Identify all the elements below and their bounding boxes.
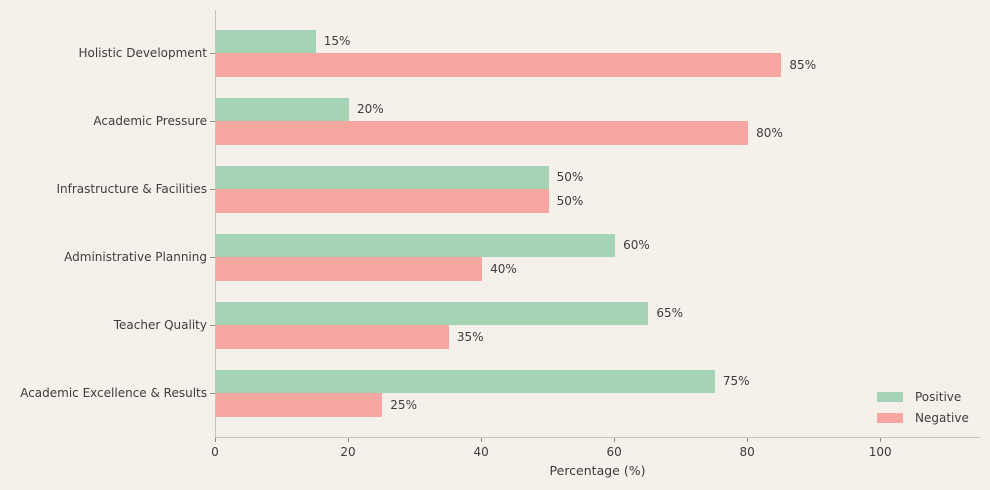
x-tick-mark (747, 438, 749, 442)
x-tick-label: 0 (211, 445, 219, 459)
bar-value-label: 75% (722, 374, 750, 389)
legend-item-negative: Negative (877, 407, 969, 428)
x-tick-label: 40 (473, 445, 489, 459)
bar-value-label: 35% (456, 329, 484, 344)
bar-negative (216, 53, 782, 77)
bar-value-label: 60% (623, 238, 650, 253)
x-tick-label: 80 (739, 445, 755, 459)
legend-label: Positive (915, 389, 962, 404)
bar-negative (216, 257, 483, 281)
bar-value-label: 50% (556, 193, 584, 208)
x-tick-mark (348, 438, 350, 442)
category-label: Infrastructure & Facilities (56, 181, 207, 196)
legend-swatch-positive (877, 391, 903, 402)
category-label: Teacher Quality (113, 317, 207, 332)
bar-negative (216, 189, 549, 213)
x-tick-label: 60 (606, 445, 622, 459)
bar-value-label: 65% (656, 306, 684, 321)
category-label: Academic Pressure (93, 113, 207, 128)
x-tick-mark (215, 438, 216, 442)
bar-negative (216, 393, 383, 417)
x-tick-mark (481, 438, 483, 442)
bar-value-label: 80% (756, 125, 783, 140)
x-tick-label: 100 (868, 445, 892, 459)
bar-positive (216, 369, 715, 393)
y-tick-mark (210, 392, 215, 394)
category-label: Administrative Planning (64, 249, 207, 264)
y-tick-mark (210, 188, 215, 190)
y-tick-mark (210, 324, 215, 326)
x-axis-line (215, 437, 980, 438)
legend-label: Negative (915, 410, 969, 425)
y-tick-mark (210, 120, 215, 122)
bar-positive (216, 233, 616, 257)
bar-value-label: 50% (556, 170, 584, 185)
legend: Positive Negative (877, 386, 969, 428)
y-tick-mark (210, 52, 215, 54)
bar-positive (216, 97, 350, 121)
bar-positive (216, 301, 649, 325)
bar-negative (216, 325, 449, 349)
category-label: Holistic Development (78, 45, 207, 60)
y-tick-mark (210, 256, 215, 258)
bar-value-label: 15% (323, 34, 351, 49)
x-tick-mark (880, 438, 882, 442)
bar-value-label: 20% (357, 102, 384, 117)
bar-value-label: 25% (390, 397, 417, 412)
y-axis-line (215, 10, 216, 437)
bar-negative (216, 121, 749, 145)
bar-value-label: 40% (490, 261, 517, 276)
legend-swatch-negative (877, 412, 903, 423)
bar-positive (216, 165, 549, 189)
legend-item-positive: Positive (877, 386, 969, 407)
category-label: Academic Excellence & Results (20, 385, 207, 400)
bar-positive (216, 29, 316, 53)
x-axis-title: Percentage (%) (549, 463, 646, 478)
x-tick-label: 20 (340, 445, 356, 459)
x-tick-mark (614, 438, 616, 442)
bar-value-label: 85% (789, 57, 817, 72)
